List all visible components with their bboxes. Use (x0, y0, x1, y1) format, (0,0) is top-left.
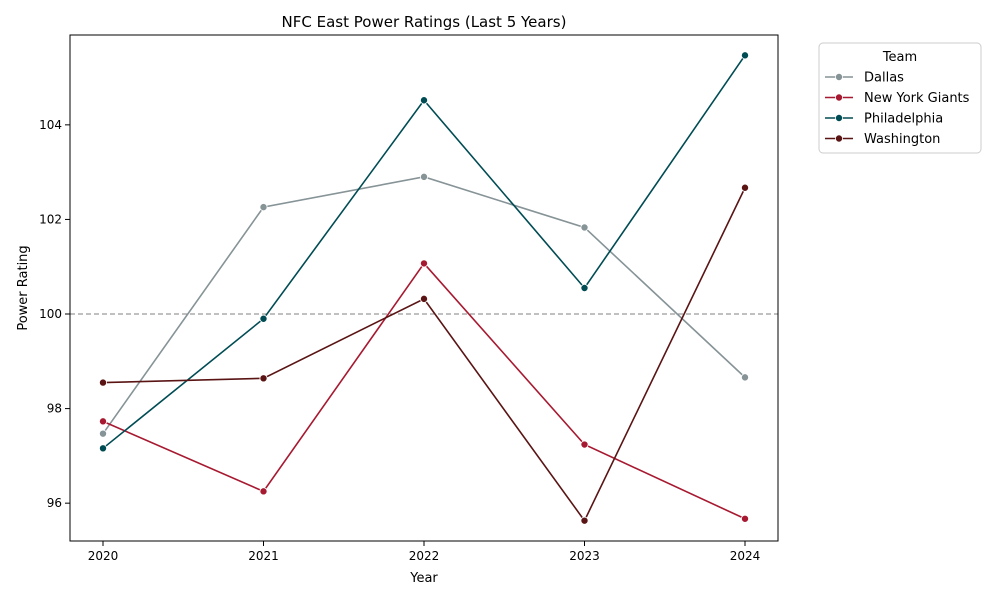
y-tick-label: 96 (47, 496, 62, 510)
legend-label: Philadelphia (864, 112, 943, 127)
data-point-new-york-giants (419, 259, 428, 268)
legend-item-new-york-giants: New York Giants (825, 91, 970, 106)
series-line-dallas (102, 176, 746, 435)
legend-item-philadelphia: Philadelphia (825, 112, 943, 127)
legend-title: Team (882, 50, 917, 65)
data-point-dallas (99, 429, 108, 438)
x-tick-label: 2024 (730, 549, 761, 563)
data-point-dallas (741, 373, 750, 382)
data-point-washington (741, 183, 750, 192)
data-point-philadelphia (99, 444, 108, 453)
data-point-washington (580, 516, 589, 525)
y-tick-label: 104 (39, 118, 62, 132)
data-point-new-york-giants (580, 440, 589, 449)
legend-label: Dallas (864, 71, 904, 86)
x-tick-label: 2023 (569, 549, 600, 563)
series-line-philadelphia (102, 54, 746, 449)
x-tick-label: 2020 (88, 549, 119, 563)
x-tick-label: 2022 (409, 549, 440, 563)
legend-box (818, 42, 982, 154)
y-tick-label: 100 (39, 307, 62, 321)
data-point-new-york-giants (259, 487, 268, 496)
data-point-dallas (259, 203, 268, 212)
legend: Team Dallas New York Giants Philadelphia Wa… (818, 42, 982, 154)
data-point-philadelphia (580, 283, 589, 292)
legend-swatch-marker (835, 73, 844, 82)
data-point-washington (419, 294, 428, 303)
legend-label: New York Giants (864, 91, 970, 106)
data-point-dallas (580, 223, 589, 232)
data-point-new-york-giants (99, 417, 108, 426)
data-point-philadelphia (741, 51, 750, 60)
legend-swatch-marker (835, 93, 844, 102)
x-axis-label: Year (409, 571, 438, 586)
legend-swatch-marker (835, 114, 844, 123)
y-tick-label: 102 (39, 212, 62, 226)
x-tick-label: 2021 (248, 549, 279, 563)
y-tick-label: 98 (47, 402, 62, 416)
legend-label: Washington (864, 132, 940, 147)
legend-item-dallas: Dallas (825, 71, 904, 86)
y-axis-label: Power Rating (16, 245, 31, 330)
plot-area-frame (69, 34, 779, 542)
chart-title: NFC East Power Ratings (Last 5 Years) (282, 13, 567, 31)
data-point-philadelphia (259, 314, 268, 323)
data-point-new-york-giants (741, 514, 750, 523)
data-point-washington (99, 378, 108, 387)
legend-item-washington: Washington (825, 132, 940, 147)
data-point-dallas (419, 172, 428, 181)
legend-swatch-marker (835, 134, 844, 143)
series-line-washington (102, 187, 746, 523)
data-point-philadelphia (419, 96, 428, 105)
data-point-washington (259, 374, 268, 383)
